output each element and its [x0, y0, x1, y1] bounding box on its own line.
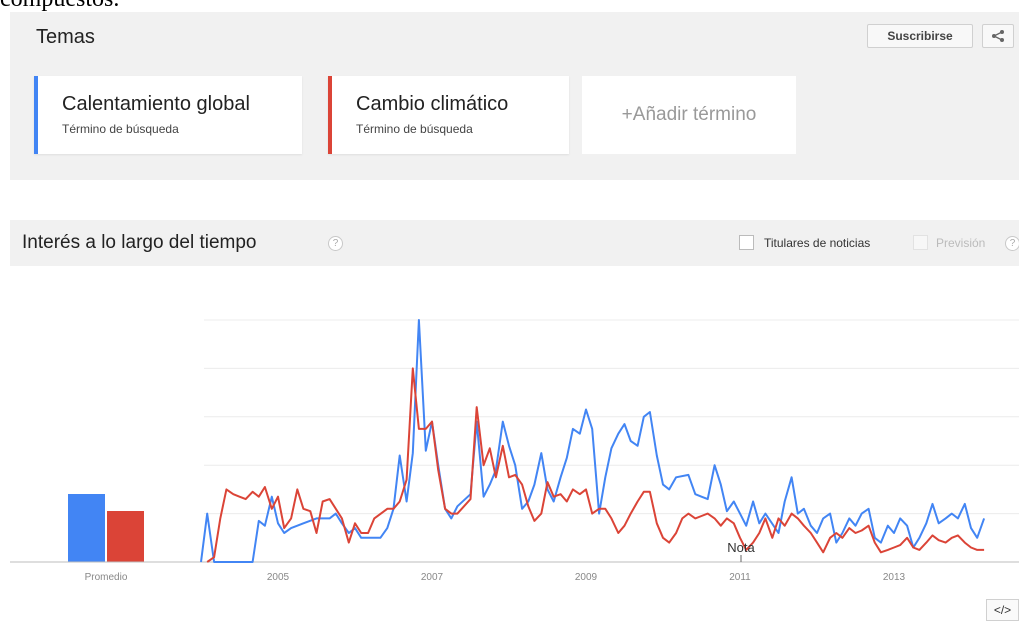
cut-off-text: compuestos. — [0, 0, 119, 13]
topics-panel: Temas Suscribirse Calentamiento global T… — [10, 12, 1019, 180]
term-color-bar — [34, 76, 38, 154]
topics-title: Temas — [36, 26, 95, 48]
average-label: Promedio — [85, 572, 128, 583]
x-tick-label: 2009 — [575, 572, 598, 583]
term-type: Término de búsqueda — [62, 122, 179, 136]
forecast-checkbox — [913, 235, 928, 250]
chart-grid — [204, 319, 1019, 515]
x-tick-label: 2011 — [729, 572, 751, 583]
x-tick-label: 2013 — [883, 572, 906, 583]
share-icon — [992, 30, 1004, 42]
x-tick-label: 2007 — [421, 572, 444, 583]
forecast-label: Previsión — [936, 236, 986, 250]
subscribe-button[interactable]: Suscribirse — [867, 24, 973, 48]
chart-series — [200, 319, 986, 563]
x-axis-ticks: 2005 2007 2009 2011 2013 — [267, 572, 906, 583]
x-tick-label: 2005 — [267, 572, 290, 583]
term-color-bar — [328, 76, 332, 154]
term-type: Término de búsqueda — [356, 122, 473, 136]
interest-header: Interés a lo largo del tiempo ? Titulare… — [10, 220, 1019, 266]
series-line-calentamiento-global — [200, 319, 986, 563]
term-card-cambio-climatico[interactable]: Cambio climático Término de búsqueda — [328, 76, 569, 154]
share-button[interactable] — [982, 24, 1014, 48]
term-name: Cambio climático — [356, 93, 509, 115]
interest-title: Interés a lo largo del tiempo — [22, 232, 257, 253]
forecast-help-icon[interactable]: ? — [1005, 236, 1019, 251]
news-headlines-checkbox[interactable] — [739, 235, 754, 250]
embed-button[interactable]: </> — [986, 599, 1019, 621]
help-icon[interactable]: ? — [328, 236, 343, 251]
series-line-cambio-climatico — [206, 367, 985, 563]
add-term-button[interactable]: +Añadir término — [582, 76, 796, 154]
note-label[interactable]: Nota — [727, 540, 755, 555]
news-headlines-label: Titulares de noticias — [764, 236, 871, 250]
term-card-calentamiento-global[interactable]: Calentamiento global Término de búsqueda — [34, 76, 302, 154]
term-name: Calentamiento global — [62, 93, 250, 115]
average-bar-cambio-climatico — [107, 511, 144, 562]
average-bar-calentamiento-global — [68, 494, 105, 562]
